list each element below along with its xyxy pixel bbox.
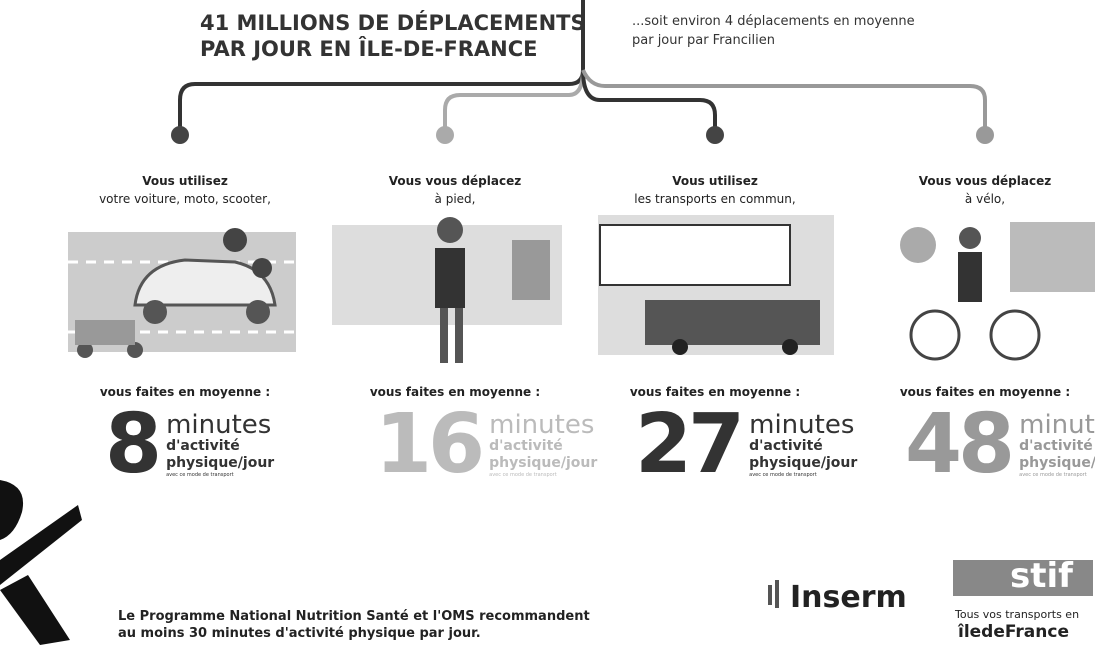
intro-line: Vous vous déplacez [855,172,1095,190]
stat-number: 48 [905,405,1011,485]
intro-line: à vélo, [855,190,1095,208]
stat-label: d'activité [166,438,274,455]
intro-line: Vous utilisez [55,172,315,190]
intro-line: Vous vous déplacez [325,172,585,190]
title-line: 41 MILLIONS DE DÉPLACEMENTS [200,10,586,36]
infographic: 41 MILLIONS DE DÉPLACEMENTS PAR JOUR EN … [0,0,1095,645]
stat-note: avec ce mode de transport [749,472,857,478]
stat-number: 8 [105,405,158,485]
intro-line: votre voiture, moto, scooter, [55,190,315,208]
stat-note: avec ce mode de transport [489,472,597,478]
stat-unit: minutes [1019,412,1095,438]
stat-label: d'activité [1019,438,1095,455]
stat-unit: minutes [489,412,597,438]
subtitle-line: ...soit environ 4 déplacements en moyenn… [632,12,915,31]
stat-number: 27 [635,405,741,485]
stat-label: d'activité [489,438,597,455]
stat-number: 16 [375,405,481,485]
stat-label: physique/jour [1019,455,1095,472]
stat-label: d'activité [749,438,857,455]
intro-line: à pied, [325,190,585,208]
stat-label: physique/jour [166,455,274,472]
stat-label: physique/jour [489,455,597,472]
title: 41 MILLIONS DE DÉPLACEMENTS PAR JOUR EN … [200,10,586,62]
stat-note: avec ce mode de transport [1019,472,1095,478]
subtitle-line: par jour par Francilien [632,31,915,50]
footer-line: au moins 30 minutes d'activité physique … [118,625,590,642]
intro-line: les transports en commun, [585,190,845,208]
region-logo: îledeFrance [958,622,1069,642]
stat-unit: minutes [749,412,857,438]
inserm-logo: Inserm [790,580,907,615]
stif-logo: stif [1010,556,1073,596]
title-line: PAR JOUR EN ÎLE-DE-FRANCE [200,36,586,62]
intro-line: Vous utilisez [585,172,845,190]
decoration [0,0,1095,645]
stat-label: physique/jour [749,455,857,472]
column-lead: vous faites en moyenne : [55,385,315,399]
footer-text: Le Programme National Nutrition Santé et… [118,608,590,642]
stat-unit: minutes [166,412,274,438]
subtitle: ...soit environ 4 déplacements en moyenn… [632,12,915,50]
stat-note: avec ce mode de transport [166,472,274,478]
stif-tagline: Tous vos transports en [955,608,1079,621]
footer-line: Le Programme National Nutrition Santé et… [118,608,590,625]
